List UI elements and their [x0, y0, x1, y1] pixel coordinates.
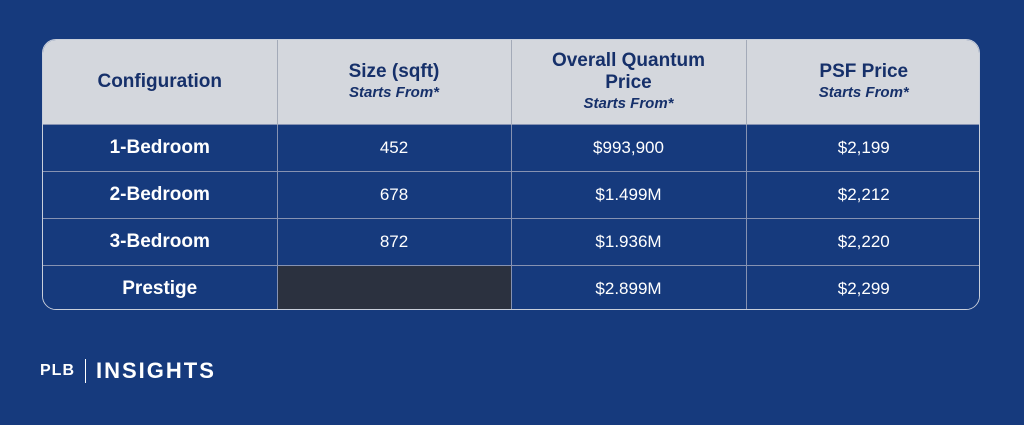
quantum-price-cell: $993,900: [511, 123, 747, 171]
config-cell: 3-Bedroom: [43, 217, 278, 265]
header-psf-price-sublabel: Starts From*: [818, 84, 909, 102]
config-cell: Prestige: [43, 264, 278, 309]
brand-divider: [85, 359, 86, 383]
psf-price-cell: $2,299: [746, 264, 979, 309]
psf-price-cell: $2,199: [746, 123, 979, 171]
table-row: Prestige $2.899M $2,299: [43, 264, 979, 309]
table-header-row: Configuration Size (sqft) Starts From* O…: [43, 40, 979, 124]
size-cell-blank: [277, 264, 512, 309]
size-cell: 678: [277, 170, 512, 218]
brand-plb: PLB: [40, 362, 75, 379]
brand-insights: INSIGHTS: [96, 358, 216, 383]
header-size: Size (sqft) Starts From*: [277, 40, 512, 124]
brand-logo: PLB INSIGHTS: [40, 358, 216, 384]
pricing-table: Configuration Size (sqft) Starts From* O…: [43, 40, 979, 309]
psf-price-cell: $2,220: [746, 217, 979, 265]
header-quantum-price-sublabel: Starts From*: [583, 95, 674, 113]
table-row: 3-Bedroom 872 $1.936M $2,220: [43, 217, 979, 265]
header-quantum-price-label: Overall Quantum Price: [551, 50, 706, 94]
quantum-price-cell: $2.899M: [511, 264, 747, 309]
quantum-price-cell: $1.499M: [511, 170, 747, 218]
quantum-price-cell: $1.936M: [511, 217, 747, 265]
header-size-sublabel: Starts From*: [348, 84, 440, 102]
size-cell: 872: [277, 217, 512, 265]
table-row: 2-Bedroom 678 $1.499M $2,212: [43, 170, 979, 218]
header-quantum-price: Overall Quantum Price Starts From*: [511, 40, 747, 124]
pricing-table-container: Configuration Size (sqft) Starts From* O…: [42, 39, 980, 310]
config-cell: 1-Bedroom: [43, 123, 278, 171]
header-configuration: Configuration: [43, 40, 278, 124]
size-cell: 452: [277, 123, 512, 171]
header-psf-price-label: PSF Price: [819, 61, 909, 83]
table-row: 1-Bedroom 452 $993,900 $2,199: [43, 123, 979, 171]
header-psf-price: PSF Price Starts From*: [746, 40, 979, 124]
psf-price-cell: $2,212: [746, 170, 979, 218]
header-size-label: Size (sqft): [348, 61, 440, 83]
config-cell: 2-Bedroom: [43, 170, 278, 218]
header-configuration-label: Configuration: [97, 70, 223, 92]
